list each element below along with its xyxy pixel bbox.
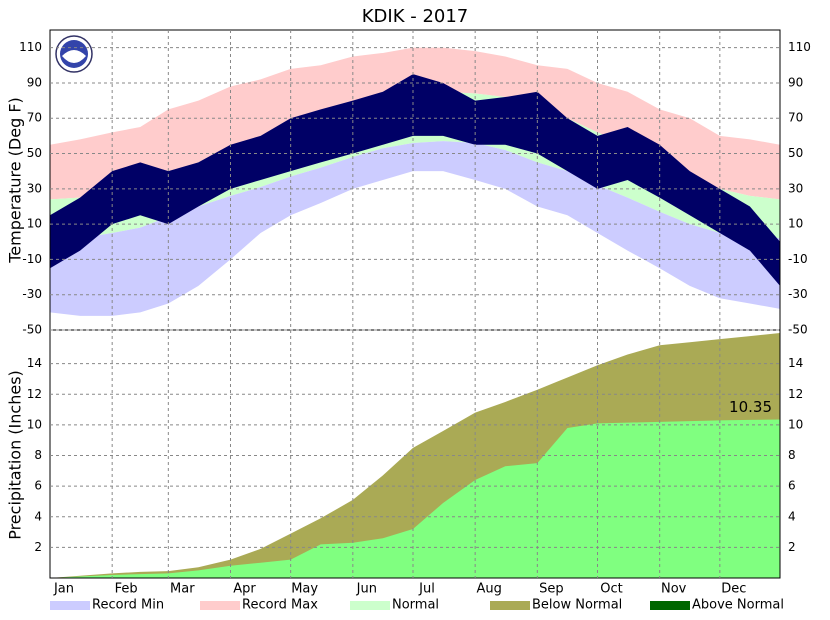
x-tick-label: Mar [170, 582, 195, 597]
y-tick-label: 10 [27, 217, 42, 231]
y-tick-label-right: 10 [788, 217, 803, 231]
y-tick-label: 50 [27, 146, 42, 160]
precip-area [50, 419, 780, 578]
legend-label: Below Normal [532, 598, 622, 613]
y-axis-label: Precipitation (Inches) [6, 370, 25, 540]
x-tick-label: Oct [600, 582, 622, 597]
legend-swatch [490, 601, 530, 610]
y-tick-label-right: 12 [788, 387, 803, 401]
y-tick-label-right: 4 [788, 509, 796, 523]
frame [49, 29, 781, 579]
x-tick-label: Jul [418, 582, 435, 597]
y-tick-label-right: 50 [788, 146, 803, 160]
y-tick-label: -50 [22, 323, 42, 337]
y-tick-label-right: 30 [788, 181, 803, 195]
x-tick-label: Apr [233, 582, 256, 597]
y-tick-label-right: 6 [788, 479, 796, 493]
x-tick-label: Sep [539, 582, 564, 597]
chart-title: KDIK - 2017 [362, 6, 469, 27]
y-tick-label: 70 [27, 111, 42, 125]
x-tick-label: Aug [476, 582, 501, 597]
y-tick-label: 10 [27, 417, 42, 431]
record-min-band [50, 141, 780, 316]
y-tick-label: 30 [27, 181, 42, 195]
y-tick-label-right: -10 [788, 252, 808, 266]
y-tick-label-right: -50 [788, 323, 808, 337]
x-tick-label: Jun [356, 582, 377, 597]
x-tick-label: Feb [115, 582, 138, 597]
legend-swatch [200, 601, 240, 610]
y-tick-label: 14 [27, 356, 42, 370]
legend-swatch [50, 601, 90, 610]
y-tick-label-right: 90 [788, 75, 803, 89]
y-tick-label-right: 10 [788, 417, 803, 431]
legend-label: Record Min [92, 598, 164, 613]
x-tick-label: May [291, 582, 318, 597]
y-tick-label: 4 [34, 509, 42, 523]
y-tick-label: -30 [22, 287, 42, 301]
y-tick-label: 2 [34, 540, 42, 554]
y-tick-label-right: 14 [788, 356, 803, 370]
y-tick-label-right: 2 [788, 540, 796, 554]
y-tick-label: 12 [27, 387, 42, 401]
y-tick-label-right: 110 [788, 40, 811, 54]
observed-band [50, 74, 780, 286]
y-axis-label: Temperature (Deg F) [6, 97, 25, 264]
legend-label: Record Max [242, 598, 318, 613]
y-tick-label: 110 [19, 40, 42, 54]
legend-swatch [350, 601, 390, 610]
legend-label: Normal [392, 598, 439, 613]
legend-label: Above Normal [692, 598, 784, 613]
noaa-logo [55, 35, 93, 73]
plot-area [50, 47, 780, 578]
y-tick-label: -10 [22, 252, 42, 266]
y-tick-label-right: 8 [788, 448, 796, 462]
y-tick-label: 6 [34, 479, 42, 493]
y-tick-label: 90 [27, 75, 42, 89]
y-tick-label-right: 70 [788, 111, 803, 125]
legend-swatch [650, 601, 690, 610]
y-tick-label-right: -30 [788, 287, 808, 301]
annotation: 10.35 [729, 398, 772, 416]
x-tick-label: Nov [661, 582, 687, 597]
x-tick-label: Dec [721, 582, 746, 597]
x-tick-label: Jan [53, 582, 74, 597]
y-tick-label: 8 [34, 448, 42, 462]
